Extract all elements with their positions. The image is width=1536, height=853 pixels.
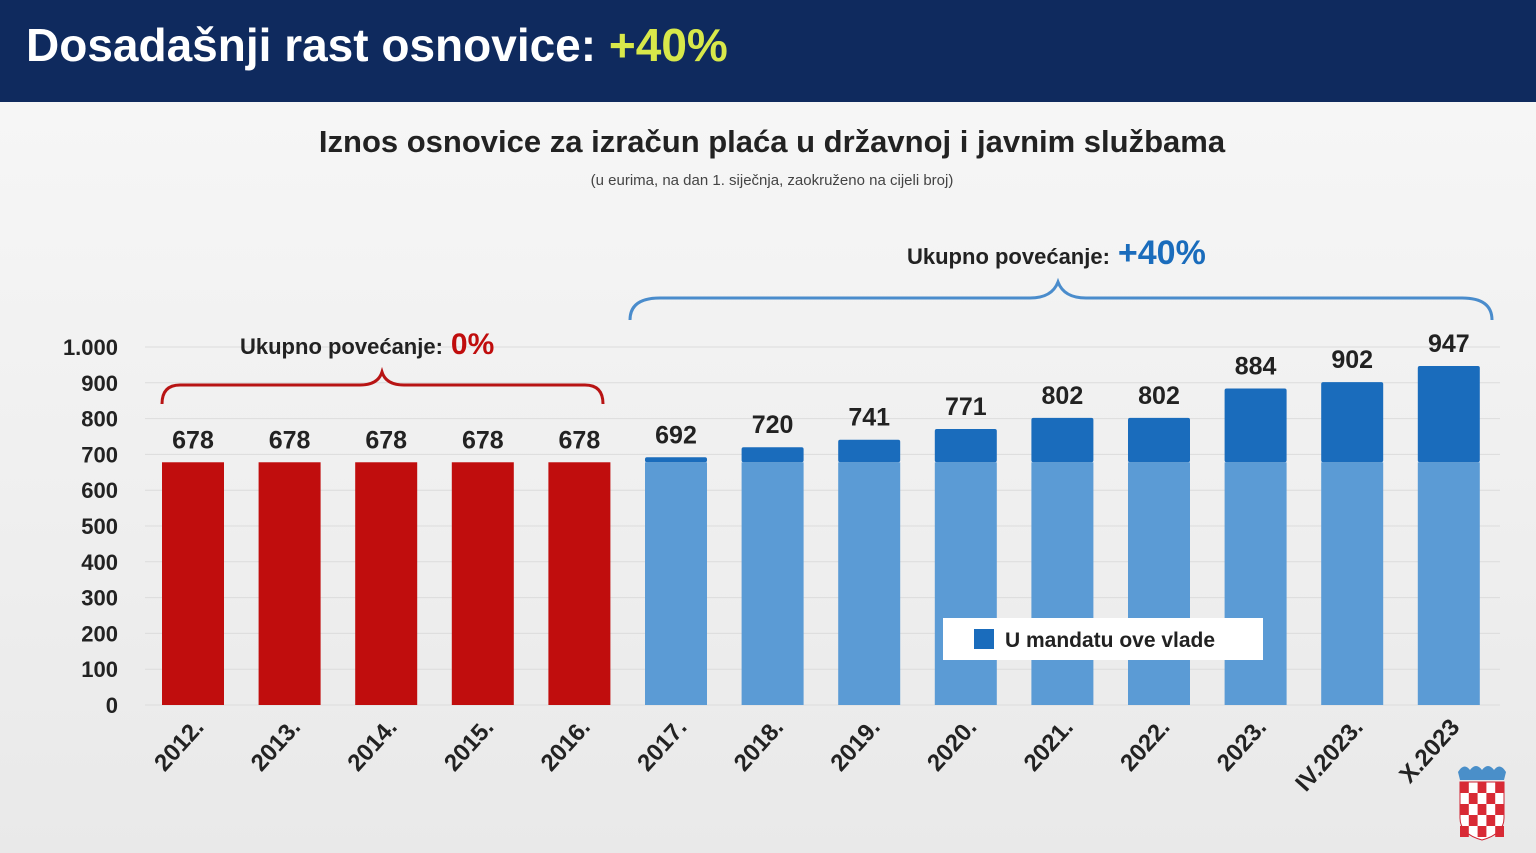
x-tick-label: 2020. bbox=[922, 714, 982, 777]
coat-check bbox=[1460, 804, 1469, 815]
slide-title-text: Dosadašnji rast osnovice: bbox=[26, 19, 597, 71]
bar-increase-2018. bbox=[741, 447, 804, 463]
coat-check bbox=[1486, 793, 1496, 804]
y-tick-label: 200 bbox=[81, 621, 118, 646]
header-bar: Dosadašnji rast osnovice: +40% bbox=[0, 0, 1536, 102]
data-label: 720 bbox=[752, 411, 794, 439]
bar-increase-IV.2023. bbox=[1321, 382, 1384, 463]
annotation-blue: Ukupno povećanje: +40% bbox=[907, 234, 1206, 272]
x-tick-label: 2014. bbox=[342, 714, 402, 777]
x-tick-label: IV.2023. bbox=[1290, 714, 1368, 797]
bar-increase-2020. bbox=[934, 428, 997, 463]
data-label: 771 bbox=[945, 393, 987, 421]
slide-title-highlight: +40% bbox=[608, 19, 728, 71]
coat-check bbox=[1495, 782, 1504, 793]
chart-title: Iznos osnovice za izračun plaća u državn… bbox=[319, 124, 1226, 159]
coat-check bbox=[1468, 815, 1478, 826]
annotation-red: Ukupno povećanje: 0% bbox=[240, 328, 494, 361]
legend-box bbox=[943, 618, 1263, 660]
y-tick-label: 700 bbox=[81, 442, 118, 467]
coat-check bbox=[1495, 804, 1504, 815]
slide-title: Dosadašnji rast osnovice: +40% bbox=[26, 18, 728, 72]
bar-base-2018. bbox=[741, 462, 804, 705]
x-tick-label: 2016. bbox=[536, 714, 596, 777]
bar-increase-2021. bbox=[1031, 417, 1094, 463]
bar-2012. bbox=[162, 462, 224, 705]
bar-base-2023. bbox=[1224, 462, 1287, 705]
bar-increase-2017. bbox=[645, 457, 707, 463]
annotation-blue-label: Ukupno povećanje: bbox=[907, 244, 1110, 269]
data-label: 741 bbox=[848, 404, 890, 432]
x-tick-label: 2019. bbox=[825, 714, 885, 777]
bar-base-IV.2023. bbox=[1321, 462, 1384, 705]
x-tick-label: 2017. bbox=[632, 714, 692, 777]
bar-base-2019. bbox=[838, 462, 901, 705]
coat-check bbox=[1477, 782, 1487, 793]
x-tick-label: 2023. bbox=[1212, 714, 1272, 777]
bar-2015. bbox=[451, 462, 514, 705]
x-tick-label: 2018. bbox=[729, 714, 789, 777]
legend-label: U mandatu ove vlade bbox=[1005, 629, 1215, 652]
data-label: 678 bbox=[269, 426, 311, 454]
x-tick-label: 2012. bbox=[149, 714, 209, 777]
bar-base-2020. bbox=[934, 462, 997, 705]
y-tick-label: 400 bbox=[81, 550, 118, 575]
bar-increase-2019. bbox=[838, 439, 901, 463]
bar-base-2022. bbox=[1128, 462, 1190, 705]
y-tick-label: 500 bbox=[81, 514, 118, 539]
data-label: 678 bbox=[462, 426, 504, 454]
data-label: 802 bbox=[1138, 382, 1180, 410]
x-tick-label: X.2023 bbox=[1394, 714, 1465, 789]
legend: U mandatu ove vlade bbox=[943, 618, 1263, 660]
x-tick-label: 2013. bbox=[246, 714, 306, 777]
coat-check bbox=[1477, 804, 1487, 815]
legend-swatch bbox=[974, 629, 994, 649]
y-tick-label: 900 bbox=[81, 371, 118, 396]
y-tick-label: 1.000 bbox=[63, 335, 118, 360]
data-label: 884 bbox=[1235, 353, 1277, 381]
x-tick-label: 2015. bbox=[439, 714, 499, 777]
bar-2016. bbox=[548, 462, 611, 705]
y-tick-label: 300 bbox=[81, 586, 118, 611]
bar-base-X.2023 bbox=[1417, 462, 1480, 705]
data-label: 947 bbox=[1428, 330, 1470, 358]
y-tick-label: 100 bbox=[81, 657, 118, 682]
y-tick-label: 800 bbox=[81, 407, 118, 432]
y-tick-label: 0 bbox=[106, 693, 118, 718]
bar-2014. bbox=[355, 462, 418, 705]
red-brace bbox=[160, 366, 605, 405]
chart-subtitle: (u eurima, na dan 1. siječnja, zaokružen… bbox=[591, 172, 954, 189]
coat-check bbox=[1468, 793, 1478, 804]
coat-check bbox=[1486, 815, 1496, 826]
bar-base-2017. bbox=[645, 462, 707, 705]
coat-check bbox=[1460, 826, 1469, 837]
annotation-blue-value: +40% bbox=[1118, 234, 1206, 272]
data-label: 678 bbox=[559, 426, 601, 454]
coat-check bbox=[1460, 782, 1469, 793]
data-label: 902 bbox=[1331, 346, 1373, 374]
bar-2013. bbox=[258, 462, 321, 705]
bar-increase-2023. bbox=[1224, 388, 1287, 463]
bar-increase-2022. bbox=[1128, 417, 1190, 463]
annotation-red-label: Ukupno povećanje: bbox=[240, 334, 443, 359]
bar-increase-X.2023 bbox=[1417, 365, 1480, 463]
annotation-red-value: 0% bbox=[451, 328, 494, 361]
coat-check bbox=[1495, 826, 1504, 837]
blue-brace bbox=[628, 277, 1494, 321]
data-label: 678 bbox=[172, 426, 214, 454]
y-tick-label: 600 bbox=[81, 478, 118, 503]
data-label: 678 bbox=[365, 426, 407, 454]
coat-check bbox=[1477, 826, 1487, 837]
croatian-coat-of-arms bbox=[1458, 766, 1506, 841]
bar-base-2021. bbox=[1031, 462, 1094, 705]
data-label: 692 bbox=[655, 421, 697, 449]
data-label: 802 bbox=[1042, 382, 1084, 410]
x-tick-label: 2022. bbox=[1115, 714, 1175, 777]
x-tick-label: 2021. bbox=[1019, 714, 1079, 777]
